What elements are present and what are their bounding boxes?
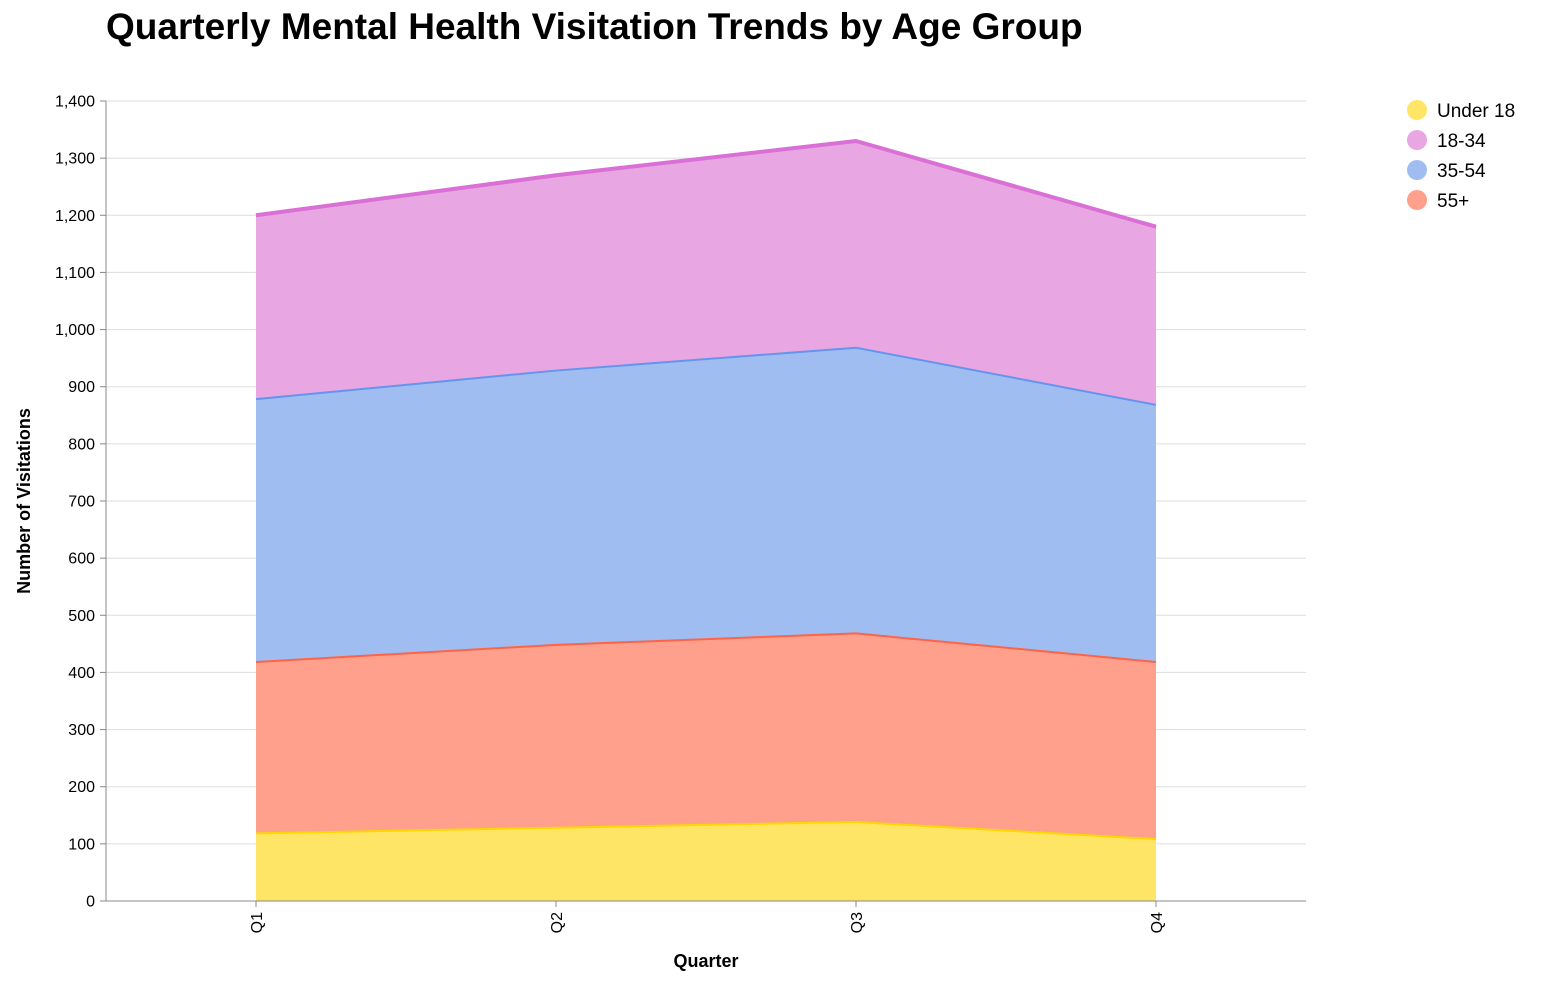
y-tick-label: 500 [68,608,95,625]
chart-title: Quarterly Mental Health Visitation Trend… [106,6,1083,47]
y-tick-label: 1,400 [55,94,95,111]
y-tick-label: 1,000 [55,322,95,339]
y-tick-label: 100 [68,836,95,853]
y-tick-label: 600 [68,551,95,568]
y-tick-label: 1,300 [55,151,95,168]
area-series [255,139,1157,901]
area-55 [256,632,1156,839]
y-tick-label: 300 [68,722,95,739]
y-tick-label: 700 [68,494,95,511]
y-axis-title: Number of Visitations [14,408,34,594]
y-tick-label: 1,200 [55,208,95,225]
legend-swatch-35-54 [1407,160,1427,180]
x-tick-label: Q4 [1149,912,1166,933]
y-tick-label: 900 [68,379,95,396]
x-tick-label: Q1 [249,912,266,933]
legend-swatch-18-34 [1407,130,1427,150]
legend-label-18-34: 18-34 [1437,131,1486,152]
x-tick-label: Q3 [849,912,866,933]
x-tick-label: Q2 [549,912,566,933]
legend-label-35-54: 35-54 [1437,161,1486,182]
axes: 0 100 200 300 400 500 600 700 800 900 1,000 1,100 1,… [14,94,1306,971]
y-tick-label: 1,100 [55,265,95,282]
legend-swatch-55 [1407,190,1427,210]
area-35-54 [256,346,1156,661]
legend-label-under-18: Under 18 [1437,101,1515,122]
y-tick-label: 800 [68,436,95,453]
area-under-18 [256,821,1156,901]
area-18-34 [256,141,1156,404]
legend-swatch-under-18 [1407,100,1427,120]
y-tick-label: 0 [86,894,95,911]
x-axis-title: Quarter [673,951,738,971]
line-18-34 [255,139,1157,229]
y-tick-label: 200 [68,779,95,796]
y-tick-label: 400 [68,665,95,682]
legend: Under 18 18-34 35-54 55+ [1407,100,1515,212]
legend-label-55: 55+ [1437,191,1469,212]
